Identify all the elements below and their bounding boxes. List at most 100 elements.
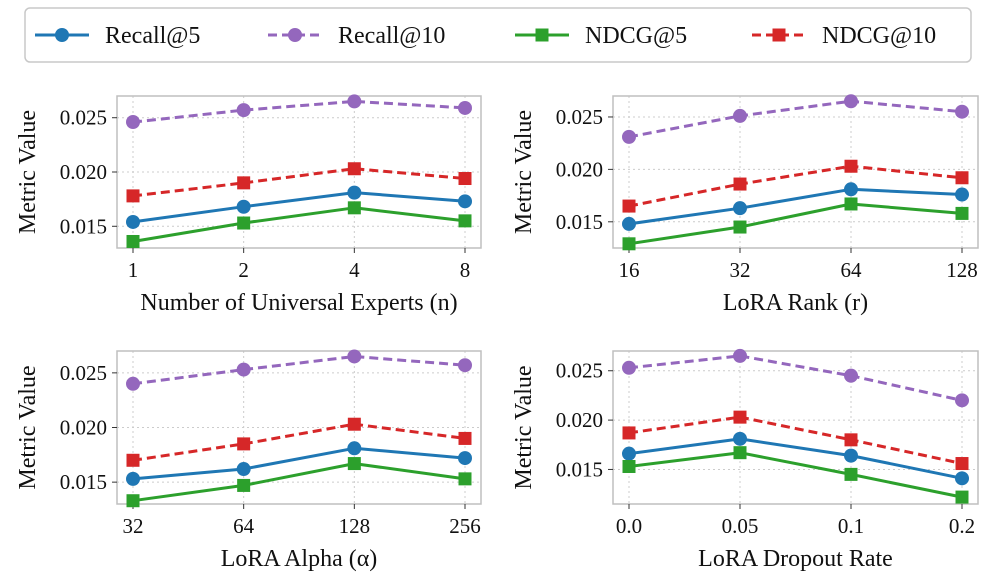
data-point-ndcg-5 [844,467,858,481]
x-tick-label: 0.05 [722,514,759,538]
x-tick-label: 128 [946,258,978,282]
data-point-ndcg-5 [733,220,747,234]
series-line-ndcg-10 [628,164,963,208]
y-tick-label: 0.015 [556,457,603,481]
data-point-recall-10 [236,103,251,118]
series-ndcg-5 [126,201,472,248]
legend-label-ndcg-5: NDCG@5 [585,23,687,49]
data-point-recall-5 [844,448,858,463]
series-line-recall-5 [628,187,963,226]
data-point-ndcg-10 [622,199,636,213]
x-tick-label: 256 [449,514,481,538]
x-tick-label: 0.2 [949,514,975,538]
data-point-ndcg-10 [844,433,858,447]
x-tick-label: 0.0 [616,514,642,538]
data-point-ndcg-5 [955,206,969,220]
data-point-recall-5 [622,216,636,231]
chart-panel-1: 1 2 4 8 0.015 0.020 0.025 Number of Universal E… [15,94,482,316]
data-point-recall-10 [622,360,636,375]
data-point-recall-10 [844,368,858,383]
x-axis-label: Number of Universal Experts (n) [140,290,457,316]
legend-label-recall-5: Recall@5 [105,23,200,49]
chart-panel-4: 0.0 0.05 0.1 0.2 0.015 0.020 0.025 LoRA Dropout… [511,348,979,572]
data-point-recall-5 [126,471,140,486]
x-tick-label: 8 [460,258,471,282]
data-point-ndcg-10 [237,176,251,190]
legend-label-ndcg-10: NDCG@10 [822,23,936,49]
data-point-recall-5 [955,471,969,486]
data-point-ndcg-10 [126,453,140,467]
data-point-recall-10 [622,129,636,144]
data-point-ndcg-10 [458,431,472,445]
data-point-recall-10 [126,115,140,130]
x-axis-label: LoRA Rank (r) [723,290,868,316]
series-recall-10 [622,94,969,144]
data-point-recall-5 [622,446,636,461]
y-axis-label: Metric Value [511,110,537,234]
series-ndcg-5 [126,457,472,508]
y-tick-label: 0.025 [556,105,603,129]
series-recall-5 [126,185,472,229]
series-ndcg-5 [622,446,969,504]
x-tick-label: 4 [349,258,360,282]
series-recall-5 [622,431,969,486]
data-point-ndcg-5 [622,459,636,473]
data-point-recall-5 [126,214,140,229]
series-recall-5 [126,441,472,486]
x-tick-label: 2 [238,258,249,282]
series-recall-10 [126,349,472,391]
data-point-ndcg-5 [622,237,636,251]
series-line-ndcg-5 [132,206,466,243]
y-tick-label: 0.025 [556,359,603,383]
series-ndcg-10 [126,162,472,203]
y-tick-label: 0.025 [60,361,107,385]
series-line-recall-5 [628,437,963,480]
data-point-ndcg-10 [733,177,747,191]
data-point-recall-5 [347,185,362,200]
series-line-ndcg-5 [132,462,466,503]
x-tick-label: 32 [123,514,144,538]
data-point-recall-5 [733,201,747,216]
data-point-ndcg-10 [237,437,251,451]
series-line-recall-5 [132,191,466,224]
series-line-recall-10 [132,99,466,124]
data-point-recall-10 [126,376,140,391]
data-point-recall-5 [236,199,251,214]
data-point-ndcg-5 [458,214,472,228]
data-point-ndcg-10 [458,172,472,186]
series-line-recall-10 [628,354,963,402]
data-point-ndcg-5 [126,494,140,508]
data-point-ndcg-10 [955,457,969,471]
data-point-ndcg-10 [347,162,361,176]
series-line-ndcg-10 [132,422,466,462]
series-line-recall-10 [628,99,963,139]
legend-marker-recall-10 [288,28,302,42]
legend-frame [24,7,972,63]
x-tick-label: 1 [128,258,139,282]
y-tick-label: 0.015 [60,214,107,238]
data-point-recall-10 [844,94,858,109]
data-point-ndcg-10 [622,426,636,440]
series-ndcg-10 [622,410,969,471]
data-point-recall-10 [733,348,747,363]
series-line-ndcg-5 [628,451,963,499]
data-point-recall-10 [458,100,472,115]
plot-frame [612,350,979,505]
y-tick-label: 0.020 [556,157,603,181]
data-point-ndcg-5 [347,201,361,215]
data-point-ndcg-5 [126,234,140,248]
data-point-ndcg-10 [844,159,858,173]
x-axis-label: LoRA Alpha (α) [221,546,378,572]
legend-item-ndcg-10: NDCG@10 [752,23,936,49]
x-tick-label: 64 [841,258,863,282]
data-point-ndcg-5 [237,216,251,230]
data-point-recall-10 [236,362,251,377]
data-point-ndcg-5 [347,457,361,471]
data-point-ndcg-10 [955,171,969,185]
data-point-ndcg-5 [733,446,747,460]
data-point-ndcg-10 [347,417,361,431]
series-ndcg-10 [126,417,472,467]
series-line-ndcg-10 [628,415,963,465]
x-tick-label: 64 [233,514,255,538]
